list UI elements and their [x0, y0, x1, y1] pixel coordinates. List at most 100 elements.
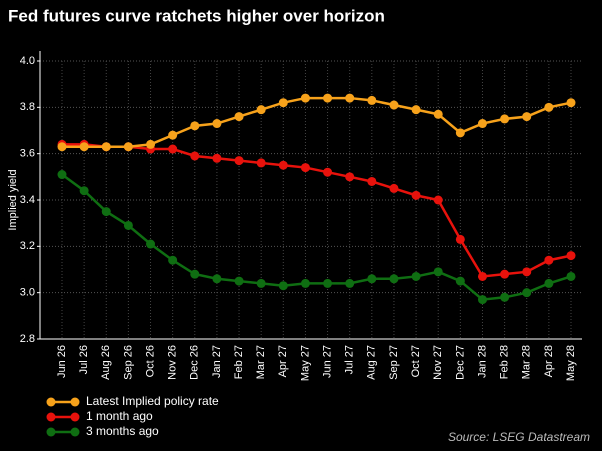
point	[101, 142, 111, 152]
point	[455, 276, 465, 286]
point	[323, 167, 333, 177]
point	[278, 281, 288, 291]
legend-marker	[70, 397, 80, 407]
y-tick-label: 4.0	[20, 55, 35, 67]
point	[389, 183, 399, 193]
point	[168, 255, 178, 265]
x-tick-label: Mar 28	[521, 345, 533, 379]
point	[300, 93, 310, 103]
x-tick-label: Jan 28	[476, 345, 488, 378]
point	[168, 130, 178, 140]
point	[146, 239, 156, 249]
x-tick-label: Nov 27	[432, 345, 444, 380]
x-tick-label: Nov 26	[167, 345, 179, 380]
x-tick-label: Jan 27	[211, 345, 223, 378]
x-tick-label: Sep 27	[388, 345, 400, 380]
y-tick-label: 3.2	[20, 240, 35, 252]
point	[234, 112, 244, 122]
point	[234, 276, 244, 286]
point	[500, 114, 510, 124]
point	[345, 172, 355, 182]
legend-marker	[70, 412, 80, 422]
y-tick-label: 3.8	[20, 101, 35, 113]
x-tick-label: Jul 26	[78, 345, 90, 374]
point	[433, 195, 443, 205]
point	[190, 121, 200, 131]
point	[455, 128, 465, 138]
x-tick-label: Apr 27	[277, 345, 289, 377]
point	[212, 153, 222, 163]
point	[544, 255, 554, 265]
x-tick-label: Oct 26	[144, 345, 156, 377]
point	[300, 163, 310, 173]
point	[389, 274, 399, 284]
x-tick-label: Feb 28	[499, 345, 511, 379]
x-tick-label: Dec 27	[454, 345, 466, 380]
point	[345, 93, 355, 103]
y-tick-label: 3.4	[20, 194, 35, 206]
point	[500, 269, 510, 279]
legend-marker	[46, 397, 56, 407]
x-tick-label: May 27	[299, 345, 311, 381]
point	[101, 207, 111, 217]
point	[57, 170, 67, 180]
y-axis-label: Implied yield	[7, 169, 19, 230]
point	[477, 295, 487, 305]
point	[367, 95, 377, 105]
point	[477, 271, 487, 281]
x-tick-label: Aug 27	[366, 345, 378, 380]
point	[345, 278, 355, 288]
point	[522, 267, 532, 277]
point	[411, 190, 421, 200]
point	[190, 151, 200, 161]
point	[323, 93, 333, 103]
y-tick-label: 3.6	[20, 148, 35, 160]
point	[367, 176, 377, 186]
point	[433, 109, 443, 119]
x-tick-label: Jun 26	[56, 345, 68, 378]
x-tick-label: May 28	[565, 345, 577, 381]
point	[256, 278, 266, 288]
x-tick-label: Jul 27	[344, 345, 356, 374]
x-tick-label: Sep 26	[122, 345, 134, 380]
point	[212, 274, 222, 284]
point	[278, 160, 288, 170]
point	[544, 278, 554, 288]
legend-label: 1 month ago	[86, 409, 153, 423]
x-tick-label: Feb 27	[233, 345, 245, 379]
point	[323, 278, 333, 288]
source: Source: LSEG Datastream	[448, 430, 590, 444]
legend-label: 3 months ago	[86, 424, 159, 438]
point	[566, 271, 576, 281]
point	[300, 278, 310, 288]
point	[212, 119, 222, 129]
point	[455, 234, 465, 244]
point	[256, 105, 266, 115]
point	[168, 144, 178, 154]
point	[477, 119, 487, 129]
point	[79, 186, 89, 196]
point	[522, 112, 532, 122]
x-tick-label: Aug 26	[100, 345, 112, 380]
point	[566, 98, 576, 108]
legend-marker	[46, 412, 56, 422]
point	[278, 98, 288, 108]
point	[522, 288, 532, 298]
x-tick-label: Jun 27	[321, 345, 333, 378]
point	[256, 158, 266, 168]
point	[411, 271, 421, 281]
x-tick-label: Oct 27	[410, 345, 422, 377]
x-tick-label: Mar 27	[255, 345, 267, 379]
legend-marker	[70, 427, 80, 437]
legend-label: Latest Implied policy rate	[86, 394, 219, 408]
chart-title: Fed futures curve ratchets higher over h…	[8, 6, 385, 25]
point	[123, 220, 133, 230]
point	[57, 142, 67, 152]
y-tick-label: 2.8	[20, 333, 35, 345]
point	[146, 139, 156, 149]
point	[544, 102, 554, 112]
x-tick-label: Dec 26	[189, 345, 201, 380]
point	[234, 156, 244, 166]
